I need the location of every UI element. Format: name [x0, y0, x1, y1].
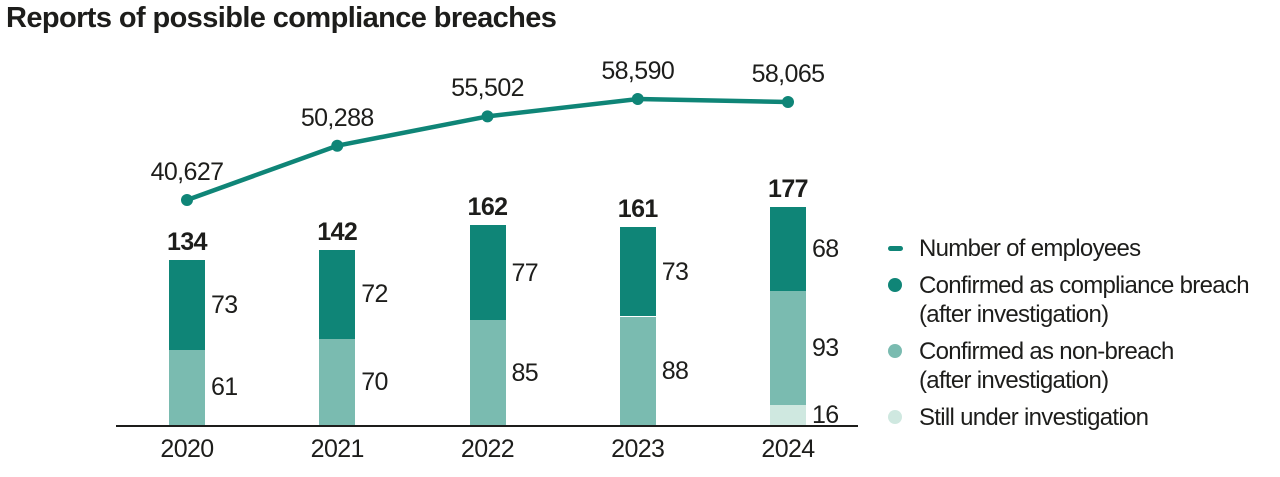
segment-value-2023-non_breach: 88 — [661, 356, 689, 385]
legend-item-non-breach: Confirmed as non-breach (after investigat… — [888, 337, 1280, 395]
legend-label-under-investigation: Still under investigation — [919, 403, 1149, 432]
segment-value-2023-breach: 73 — [661, 257, 689, 286]
bar-segment-2024-non_breach — [770, 290, 806, 406]
employees-point-2023 — [631, 93, 644, 105]
segment-value-2020-breach: 73 — [211, 290, 238, 319]
legend-label-line: (after investigation) — [919, 301, 1109, 328]
legend-marker-box-breach — [888, 271, 903, 329]
bar-segment-2020-non_breach — [169, 349, 205, 425]
bar-segment-2024-under_investigation — [770, 405, 806, 425]
segment-value-2024-under_investigation: 16 — [812, 401, 839, 430]
employees-value-2022: 55,502 — [451, 74, 524, 103]
legend-item-breach: Confirmed as compliance breach (after inv… — [888, 271, 1280, 329]
legend-label-breach: Confirmed as compliance breach (after inv… — [919, 271, 1250, 329]
employees-value-2021: 50,288 — [300, 103, 374, 132]
employees-point-2022 — [481, 110, 494, 123]
x-tick-2020: 2020 — [160, 435, 214, 463]
bar-segment-2021-non_breach — [319, 338, 356, 425]
segment-value-2020-non_breach: 61 — [211, 373, 238, 402]
legend: Number of employees Confirmed as complian… — [888, 234, 1280, 440]
legend-label-line: Confirmed as compliance breach — [919, 272, 1250, 299]
segment-value-2021-breach: 72 — [361, 280, 388, 309]
x-tick-2022: 2022 — [460, 435, 515, 463]
segment-value-2022-breach: 77 — [511, 258, 539, 287]
bar-segment-2022-non_breach — [469, 320, 506, 425]
employees-value-2023: 58,590 — [601, 57, 675, 85]
x-axis-line — [116, 425, 858, 427]
legend-swatch-icon-breach — [888, 278, 902, 292]
segment-value-2024-breach: 68 — [812, 234, 839, 263]
segment-value-2021-non_breach: 70 — [361, 367, 388, 396]
x-tick-2021: 2021 — [310, 435, 365, 463]
segment-value-2022-non_breach: 85 — [511, 358, 539, 387]
employees-value-2020: 40,627 — [150, 158, 224, 186]
bar-segment-2020-breach — [169, 259, 205, 350]
legend-item-employees: Number of employees — [888, 234, 1280, 263]
legend-swatch-icon-non-breach — [888, 344, 902, 358]
chart-title: Reports of possible compliance breaches — [6, 2, 557, 34]
legend-marker-box-employees — [888, 234, 903, 263]
bar-segment-2024-breach — [770, 206, 806, 291]
x-tick-2024: 2024 — [761, 435, 815, 463]
legend-marker-box-non-breach — [888, 337, 903, 395]
legend-marker-box-under-investigation — [888, 403, 903, 432]
legend-swatch-icon-under-investigation — [888, 410, 902, 424]
total-value-2021: 142 — [317, 218, 358, 247]
legend-label-line: Number of employees — [919, 235, 1141, 262]
total-value-2022: 162 — [467, 193, 509, 222]
total-value-2020: 134 — [167, 227, 208, 256]
bar-segment-2023-breach — [619, 226, 656, 317]
total-value-2024: 177 — [768, 174, 809, 203]
legend-label-line: (after investigation) — [919, 367, 1109, 394]
total-value-2023: 161 — [617, 194, 659, 223]
employees-point-2020 — [181, 194, 193, 206]
employees-point-2024 — [782, 96, 794, 108]
employees-point-2021 — [331, 139, 344, 152]
legend-item-under-investigation: Still under investigation — [888, 403, 1280, 432]
bar-segment-2021-breach — [319, 250, 356, 339]
bar-segment-2023-non_breach — [619, 316, 656, 425]
legend-label-employees: Number of employees — [919, 234, 1141, 263]
legend-label-line: Still under investigation — [919, 404, 1149, 431]
x-tick-2023: 2023 — [611, 435, 665, 463]
segment-value-2024-non_breach: 93 — [812, 334, 839, 362]
bar-segment-2022-breach — [469, 225, 506, 321]
legend-line-icon-employees — [888, 246, 903, 251]
legend-label-line: Confirmed as non-breach — [919, 338, 1174, 365]
legend-label-non-breach: Confirmed as non-breach (after investigat… — [919, 337, 1174, 395]
employees-value-2024: 58,065 — [751, 60, 825, 88]
